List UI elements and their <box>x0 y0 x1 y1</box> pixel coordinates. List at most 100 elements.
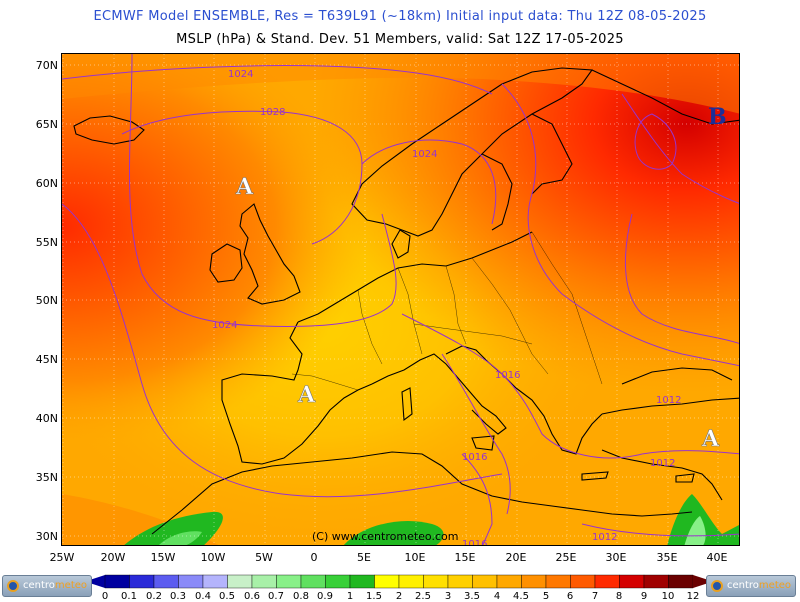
isobar-label-1016-africa: 1016 <box>462 539 487 546</box>
colorbar-swatch <box>104 574 130 589</box>
coast-black-sea <box>621 367 733 385</box>
coast-italy <box>371 353 507 435</box>
logo-right-text-b: meteo <box>758 580 792 591</box>
colorbar-tick-1: 1 <box>346 591 354 602</box>
lon-label-40e: 40E <box>706 551 728 564</box>
lat-label-40n: 40N <box>35 412 58 425</box>
high-center-atlantic: A <box>235 174 254 200</box>
isobar-1012-scandinavia <box>501 83 739 367</box>
lat-label-30n: 30N <box>35 530 58 543</box>
colorbar-swatch <box>668 574 694 589</box>
colorbar-tick-0-9: 0.9 <box>317 591 333 602</box>
colorbar-tick-5: 5 <box>542 591 550 602</box>
colorbar-swatch <box>398 574 424 589</box>
colorbar-swatch <box>545 574 571 589</box>
lat-label-55n: 55N <box>35 236 58 249</box>
colorbar-swatch <box>521 574 547 589</box>
isobar-1016-east <box>625 213 739 344</box>
colorbar-tick-0-6: 0.6 <box>244 591 260 602</box>
isobar-label-1012-turkey: 1012 <box>656 395 681 406</box>
coast-iberia <box>221 321 373 465</box>
chart-subtitle: MSLP (hPa) & Stand. Dev. 51 Members, val… <box>176 32 624 47</box>
colorbar-swatch <box>447 574 473 589</box>
lon-label-25w: 25W <box>49 551 75 564</box>
lon-label-5e: 5E <box>357 551 371 564</box>
coast-turkey-south <box>601 449 723 501</box>
colorbar-tick-0-4: 0.4 <box>195 591 211 602</box>
shading-lightgreen-levant <box>684 516 706 545</box>
colorbar-swatch <box>472 574 498 589</box>
lon-label-20w: 20W <box>100 551 126 564</box>
high-center-iberia: A <box>297 382 316 408</box>
lon-label-10w: 10W <box>200 551 226 564</box>
coast-kola <box>591 69 739 125</box>
colorbar-tick-0-2: 0.2 <box>146 591 162 602</box>
lon-label-15e: 15E <box>454 551 476 564</box>
colorbar-tick-7: 7 <box>591 591 599 602</box>
coast-sicily <box>471 435 495 451</box>
low-center-russia: B <box>708 104 727 130</box>
colorbar-tick-0-5: 0.5 <box>219 591 235 602</box>
coast-cyprus <box>675 473 695 483</box>
colorbar-swatch <box>276 574 302 589</box>
isobar-label-group: 1024 1028 1024 1024 1016 1016 1012 1012 … <box>212 69 681 546</box>
isobar-label-1024-norway: 1024 <box>412 149 437 160</box>
colorbar-arrow-left <box>85 575 105 588</box>
coast-iceland <box>73 115 145 145</box>
colorbar-tick-3: 3 <box>444 591 452 602</box>
colorbar-swatch <box>349 574 375 589</box>
lon-label-20e: 20E <box>505 551 527 564</box>
isobar-1024-north <box>62 65 493 95</box>
pressure-centers: A A A B <box>235 104 727 452</box>
colorbar-tick-4: 4 <box>493 591 501 602</box>
colorbar-swatch <box>202 574 228 589</box>
coast-finland <box>531 113 573 195</box>
colorbar-swatch <box>325 574 351 589</box>
colorbar-tick-6: 6 <box>566 591 574 602</box>
copyright-text: (C) www.centrometeo.com <box>312 530 458 543</box>
isobars <box>62 54 739 545</box>
isobar-label-1012-aegean: 1012 <box>650 458 675 469</box>
colorbar-tick-2: 2 <box>395 591 403 602</box>
isobar-label-1012-libya: 1012 <box>592 532 617 543</box>
colorbar-swatch <box>496 574 522 589</box>
map-canvas: 1024 1028 1024 1024 1016 1016 1012 1012 … <box>62 54 739 546</box>
colorbar-tick-1-5: 1.5 <box>366 591 382 602</box>
lon-label-30e: 30E <box>605 551 627 564</box>
isobar-label-1024-west: 1024 <box>212 320 237 331</box>
isobar-1020-outer <box>62 203 503 498</box>
logo-left-text-a: centro <box>23 580 55 591</box>
colorbar-tick-9: 9 <box>640 591 648 602</box>
national-borders <box>291 231 603 391</box>
isobar-label-1016-balkans: 1016 <box>495 370 520 381</box>
isobar-1024-west <box>129 54 397 327</box>
lat-label-60n: 60N <box>35 177 58 190</box>
colorbar-tick-0-3: 0.3 <box>170 591 186 602</box>
isobar-label-1028: 1028 <box>260 107 285 118</box>
lat-label-65n: 65N <box>35 118 58 131</box>
colorbar-tick-4-5: 4.5 <box>513 591 529 602</box>
coast-baltic-sweden <box>481 153 513 231</box>
coastlines <box>73 67 739 535</box>
coast-norway-sweden <box>351 67 594 237</box>
isobar-label-1016-tyrrhenian: 1016 <box>462 452 487 463</box>
isobar-1016-africa <box>461 453 493 545</box>
colorbar-tick-0-7: 0.7 <box>268 591 284 602</box>
coast-ireland <box>209 243 243 283</box>
isobar-label-1024-top: 1024 <box>228 69 253 80</box>
lat-label-70n: 70N <box>35 59 58 72</box>
map-panel: 1024 1028 1024 1024 1016 1016 1012 1012 … <box>61 53 740 546</box>
colorbar-swatch <box>619 574 645 589</box>
colorbar-arrow-right <box>693 575 713 588</box>
coast-north-europe <box>297 231 533 323</box>
lat-label-50n: 50N <box>35 294 58 307</box>
isobar-1012-east <box>641 450 739 455</box>
colorbar-tick-10: 10 <box>661 591 675 602</box>
colorbar-swatch <box>570 574 596 589</box>
colorbar-swatch <box>300 574 326 589</box>
colorbar-tick-0: 0 <box>101 591 109 602</box>
isobar-1016-italy <box>441 353 511 515</box>
colorbar-swatch <box>594 574 620 589</box>
lat-label-45n: 45N <box>35 353 58 366</box>
lon-label-25e: 25E <box>555 551 577 564</box>
